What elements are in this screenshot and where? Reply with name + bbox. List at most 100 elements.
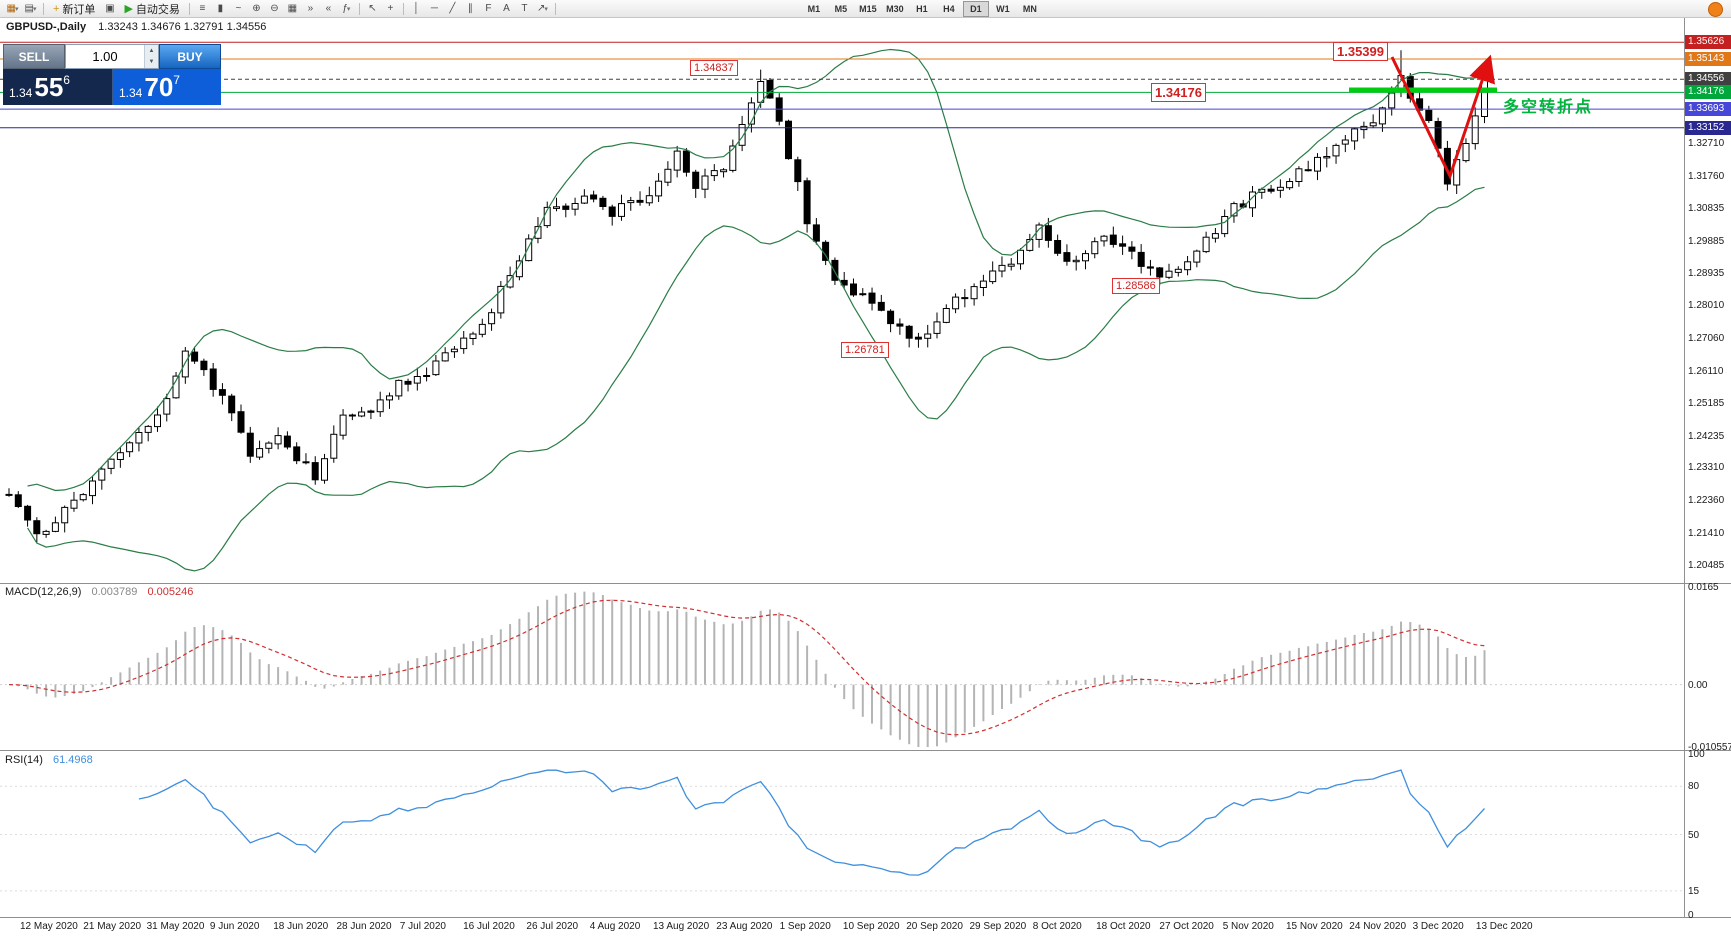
price-tag: 1.34556 bbox=[1685, 72, 1731, 87]
timeframe-m1-button[interactable]: M1 bbox=[807, 3, 821, 14]
time-axis-label: 5 Nov 2020 bbox=[1222, 921, 1274, 932]
time-axis-label: 13 Dec 2020 bbox=[1475, 921, 1533, 932]
buy-price-pip: 7 bbox=[173, 73, 180, 87]
crosshair-icon: + bbox=[387, 3, 394, 14]
bull-bear-turning-point-note[interactable]: 多空转折点 bbox=[1503, 99, 1594, 116]
time-axis-label: 16 Jul 2020 bbox=[463, 921, 515, 932]
indicators-icon[interactable]: ƒ ▾ bbox=[338, 1, 355, 16]
level-lines bbox=[0, 41, 1684, 129]
price-annotation[interactable]: 1.34176 bbox=[1151, 83, 1206, 102]
price-annotation[interactable]: 1.35399 bbox=[1333, 42, 1388, 61]
buy-button[interactable]: BUY bbox=[159, 44, 221, 69]
line-chart-mode-icon[interactable]: ~ bbox=[230, 1, 247, 16]
indicators-icon-dropdown[interactable]: ▾ bbox=[346, 5, 351, 13]
arrow-tools-icon-dropdown[interactable]: ▾ bbox=[544, 5, 548, 13]
volume-field[interactable]: ▲ ▼ bbox=[65, 44, 159, 69]
candles bbox=[5, 50, 1488, 543]
community-icon[interactable] bbox=[1708, 2, 1723, 17]
new-chart-icon-dropdown[interactable]: ▾ bbox=[14, 5, 19, 13]
price-tag: 1.35143 bbox=[1685, 52, 1731, 66]
buy-price-prefix: 1.34 bbox=[119, 86, 143, 100]
auto-trading-button[interactable]: ▶ 自动交易 bbox=[119, 1, 184, 17]
red-arrow-drawing[interactable] bbox=[1390, 54, 1496, 180]
auto-trading-button: ▶ bbox=[124, 3, 133, 15]
profiles-icon-dropdown[interactable]: ▾ bbox=[32, 5, 37, 13]
bar-chart-mode-icon[interactable]: ≡ bbox=[194, 1, 211, 16]
price-annotation[interactable]: 1.28586 bbox=[1112, 278, 1160, 294]
equidistant-channel-icon[interactable]: ∥ bbox=[462, 1, 479, 16]
price-axis-label: 1.29885 bbox=[1688, 235, 1725, 247]
bollinger-bands bbox=[27, 48, 1485, 572]
chart-shift-icon[interactable]: « bbox=[320, 1, 337, 16]
macd-indicator bbox=[0, 591, 1684, 747]
time-axis-label: 7 Jul 2020 bbox=[399, 921, 446, 932]
sell-price[interactable]: 1.34 55 6 bbox=[3, 69, 112, 105]
time-axis-label: 8 Oct 2020 bbox=[1032, 921, 1082, 932]
price-tag: 1.35626 bbox=[1685, 35, 1731, 50]
timeframe-m30-button[interactable]: M30 bbox=[886, 3, 904, 14]
profiles-icon[interactable]: ▤ ▾ bbox=[22, 1, 39, 16]
volume-input[interactable] bbox=[66, 45, 144, 68]
sell-button[interactable]: SELL bbox=[3, 44, 65, 69]
new-order-button: + bbox=[53, 2, 60, 15]
vertical-line-icon[interactable]: │ bbox=[408, 1, 425, 16]
volume-increase-button[interactable]: ▲ bbox=[145, 45, 158, 57]
rsi-indicator-label: RSI(14) 61.4968 bbox=[5, 754, 93, 766]
macd-main-value: 0.003789 bbox=[91, 586, 138, 598]
trade-prices-row: 1.34 55 6 1.34 70 7 bbox=[3, 69, 221, 105]
macd-indicator-label: MACD(12,26,9) 0.003789 0.005246 bbox=[5, 586, 193, 598]
time-axis-label: 28 Jun 2020 bbox=[336, 921, 392, 932]
time-axis-label: 18 Oct 2020 bbox=[1096, 921, 1151, 932]
rsi-scale-label: 50 bbox=[1688, 829, 1700, 841]
timeframe-m15-button[interactable]: M15 bbox=[859, 3, 877, 14]
toolbar-separator bbox=[43, 2, 44, 15]
text-label-icon[interactable]: T bbox=[516, 1, 533, 16]
new-order-button[interactable]: + 新订单 bbox=[48, 1, 100, 17]
crosshair-icon[interactable]: + bbox=[382, 1, 399, 16]
bar-chart-mode-icon: ≡ bbox=[199, 3, 206, 14]
equidistant-channel-icon: ∥ bbox=[467, 3, 473, 14]
arrow-tools-icon[interactable]: ↗ ▾ bbox=[534, 1, 551, 16]
cursor-icon[interactable]: ↖ bbox=[364, 1, 381, 16]
timeframe-h1-button[interactable]: H1 bbox=[916, 3, 928, 14]
new-chart-icon: ▦ bbox=[6, 3, 16, 14]
trendline-icon[interactable]: ╱ bbox=[444, 1, 461, 16]
timeframe-m5-button[interactable]: M5 bbox=[834, 3, 848, 14]
horizontal-line-icon[interactable]: ─ bbox=[426, 1, 443, 16]
candlestick-mode-icon[interactable]: ▮ bbox=[212, 1, 229, 16]
timeframe-w1-button[interactable]: W1 bbox=[996, 3, 1010, 14]
new-chart-icon[interactable]: ▦ ▾ bbox=[4, 1, 21, 16]
macd-signal-value: 0.005246 bbox=[147, 586, 194, 598]
price-axis-label: 1.20485 bbox=[1688, 560, 1725, 571]
price-annotation[interactable]: 1.26781 bbox=[841, 342, 889, 358]
expert-advisors-icon[interactable]: ▣ bbox=[101, 1, 118, 16]
fibonacci-icon[interactable]: F bbox=[480, 1, 497, 16]
volume-decrease-button[interactable]: ▼ bbox=[145, 56, 158, 68]
price-axis-label: 1.28935 bbox=[1688, 268, 1725, 280]
time-axis-label: 15 Nov 2020 bbox=[1286, 921, 1343, 932]
price-axis-label: 1.23310 bbox=[1688, 462, 1725, 474]
fibonacci-icon: F bbox=[485, 3, 492, 14]
rsi-scale-label: 0 bbox=[1688, 910, 1694, 921]
rsi-scale-label: 80 bbox=[1688, 781, 1700, 793]
volume-spinner: ▲ ▼ bbox=[144, 45, 158, 68]
timeframe-h4-button[interactable]: H4 bbox=[943, 3, 955, 14]
zoom-in-icon[interactable]: ⊕ bbox=[248, 1, 265, 16]
horizontal-line-icon: ─ bbox=[430, 3, 438, 14]
buy-price[interactable]: 1.34 70 7 bbox=[112, 69, 221, 105]
zoom-out-icon[interactable]: ⊖ bbox=[266, 1, 283, 16]
zoom-in-icon: ⊕ bbox=[252, 3, 261, 14]
tile-windows-icon[interactable]: ▦ bbox=[284, 1, 301, 16]
text-icon[interactable]: A bbox=[498, 1, 515, 16]
timeframe-mn-button[interactable]: MN bbox=[1022, 3, 1037, 14]
one-click-trading-panel: SELL ▲ ▼ BUY 1.34 55 6 1.34 70 7 bbox=[3, 44, 221, 105]
zoom-out-icon: ⊖ bbox=[270, 3, 279, 14]
timeframe-d1-button[interactable]: D1 bbox=[962, 0, 989, 17]
price-annotation[interactable]: 1.34837 bbox=[690, 60, 738, 76]
toolbar-separator bbox=[402, 2, 404, 15]
price-axis-label: 1.31760 bbox=[1688, 170, 1725, 182]
chart-title: GBPUSD-,Daily 1.33243 1.34676 1.32791 1.… bbox=[6, 21, 266, 33]
vertical-line-icon: │ bbox=[413, 3, 420, 14]
auto-scroll-icon[interactable]: » bbox=[302, 1, 319, 16]
